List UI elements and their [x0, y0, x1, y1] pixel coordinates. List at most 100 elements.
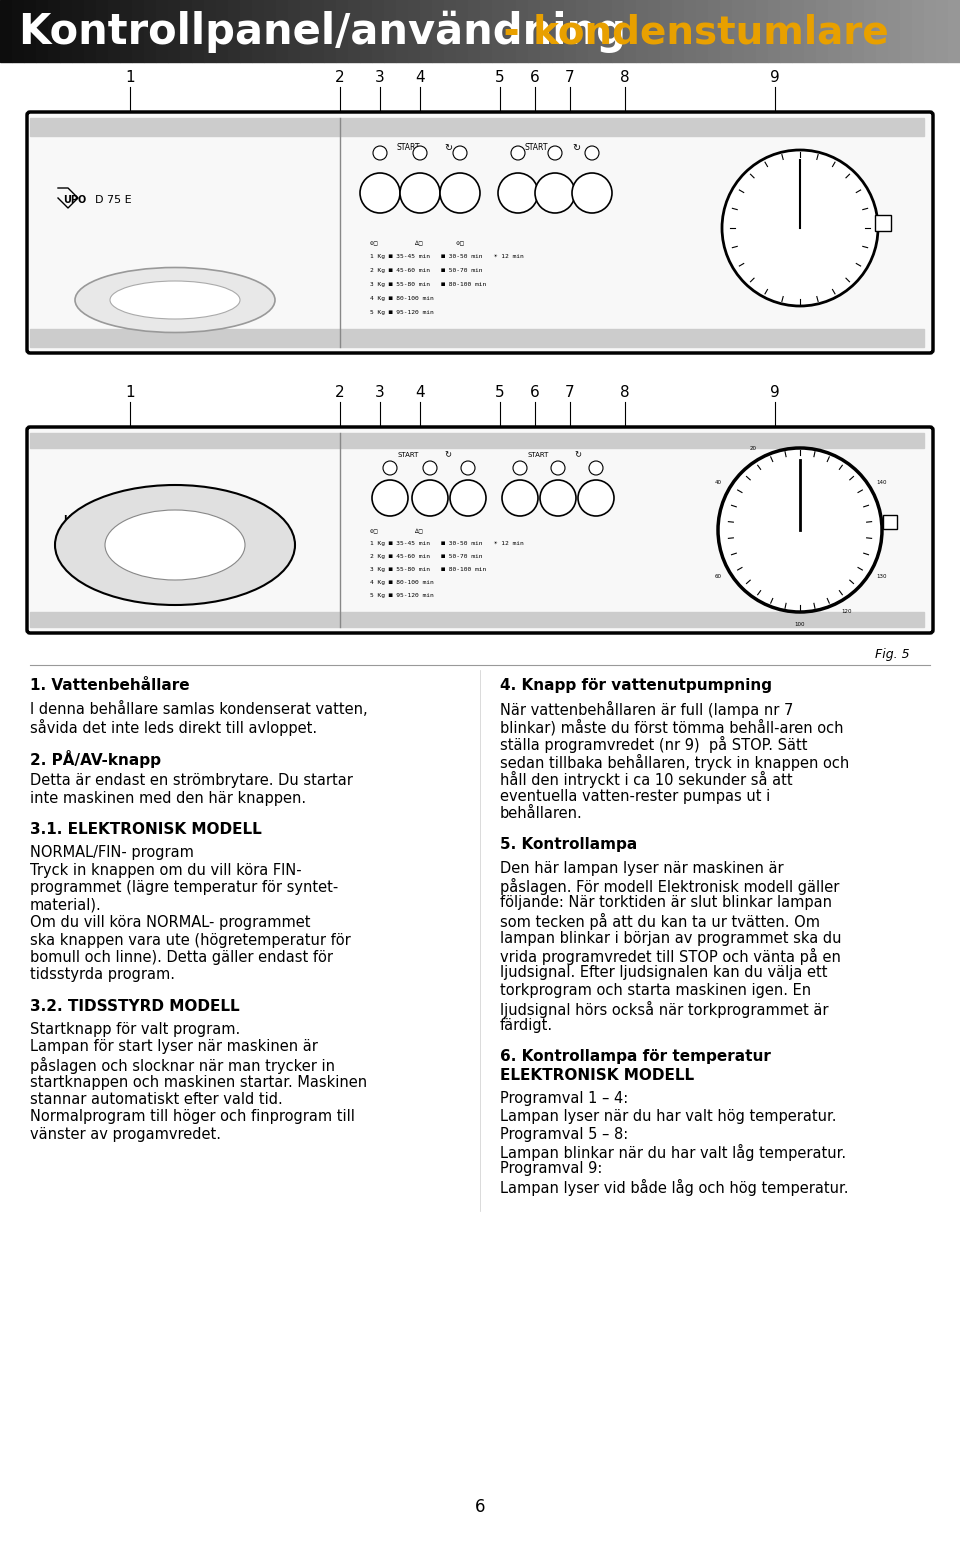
- Text: behållaren.: behållaren.: [500, 806, 583, 821]
- Circle shape: [535, 173, 575, 213]
- Text: Programval 1 – 4:: Programval 1 – 4:: [500, 1092, 628, 1106]
- Text: 3 Kg ■ 55-80 min   ■ 80-100 min: 3 Kg ■ 55-80 min ■ 80-100 min: [370, 568, 487, 572]
- Text: 4: 4: [415, 70, 425, 85]
- Circle shape: [551, 461, 565, 475]
- Bar: [384, 0, 396, 62]
- Circle shape: [412, 480, 448, 517]
- Bar: [96, 0, 108, 62]
- Text: 5 Kg ■ 95-120 min: 5 Kg ■ 95-120 min: [370, 593, 434, 599]
- Bar: [516, 0, 528, 62]
- Text: ↻: ↻: [444, 450, 451, 459]
- Text: 5: 5: [495, 70, 505, 85]
- Circle shape: [360, 173, 400, 213]
- Bar: [396, 0, 408, 62]
- Circle shape: [372, 480, 408, 517]
- Circle shape: [461, 461, 475, 475]
- Bar: [168, 0, 180, 62]
- Bar: [432, 0, 444, 62]
- Bar: [696, 0, 708, 62]
- Text: ska knappen vara ute (högretemperatur för: ska knappen vara ute (högretemperatur fö…: [30, 933, 350, 947]
- Bar: [600, 0, 612, 62]
- Bar: [30, 118, 924, 136]
- Text: I denna behållare samlas kondenserat vatten,: I denna behållare samlas kondenserat vat…: [30, 701, 368, 716]
- Text: blinkar) måste du först tömma behåll-aren och: blinkar) måste du först tömma behåll-are…: [500, 718, 844, 735]
- Text: ställa programvredet (nr 9)  på STOP. Sätt: ställa programvredet (nr 9) på STOP. Sät…: [500, 736, 807, 753]
- Bar: [588, 0, 600, 62]
- Text: Programval 5 – 8:: Programval 5 – 8:: [500, 1126, 628, 1142]
- Text: som tecken på att du kan ta ur tvätten. Om: som tecken på att du kan ta ur tvätten. …: [500, 913, 820, 930]
- Text: 8: 8: [620, 70, 630, 85]
- Bar: [360, 0, 372, 62]
- Bar: [324, 0, 336, 62]
- Text: 20: 20: [750, 446, 756, 452]
- Text: 1 Kg ■ 35-45 min   ■ 30-50 min   ☀ 12 min: 1 Kg ■ 35-45 min ■ 30-50 min ☀ 12 min: [370, 254, 524, 258]
- Text: Tryck in knappen om du vill köra FIN-: Tryck in knappen om du vill köra FIN-: [30, 863, 301, 877]
- Bar: [264, 0, 276, 62]
- Bar: [192, 0, 204, 62]
- Bar: [30, 613, 924, 627]
- Text: NORMAL/FIN- program: NORMAL/FIN- program: [30, 845, 194, 860]
- Text: ↻: ↻: [574, 450, 582, 459]
- Circle shape: [440, 173, 480, 213]
- Bar: [336, 0, 348, 62]
- Bar: [540, 0, 552, 62]
- FancyBboxPatch shape: [27, 111, 933, 353]
- Circle shape: [722, 150, 878, 306]
- Text: påslagen. För modell Elektronisk modell gäller: påslagen. För modell Elektronisk modell …: [500, 879, 839, 896]
- Bar: [120, 0, 132, 62]
- Bar: [924, 0, 936, 62]
- Bar: [792, 0, 804, 62]
- Text: inte maskinen med den här knappen.: inte maskinen med den här knappen.: [30, 791, 306, 806]
- Circle shape: [540, 480, 576, 517]
- Bar: [720, 0, 732, 62]
- Text: 6: 6: [530, 70, 540, 85]
- Circle shape: [585, 145, 599, 159]
- Bar: [852, 0, 864, 62]
- Bar: [732, 0, 744, 62]
- Bar: [660, 0, 672, 62]
- Text: D 75 E: D 75 E: [95, 195, 132, 206]
- Ellipse shape: [55, 486, 295, 605]
- Text: 9: 9: [770, 70, 780, 85]
- Bar: [276, 0, 288, 62]
- Bar: [528, 0, 540, 62]
- Circle shape: [548, 145, 562, 159]
- Bar: [0, 0, 12, 62]
- Text: 9: 9: [770, 385, 780, 401]
- Bar: [288, 0, 300, 62]
- Bar: [780, 0, 792, 62]
- Text: D 70: D 70: [95, 515, 121, 524]
- Text: 2. PÅ/AV-knapp: 2. PÅ/AV-knapp: [30, 750, 161, 767]
- Text: ELEKTRONISK MODELL: ELEKTRONISK MODELL: [500, 1069, 694, 1083]
- Circle shape: [502, 480, 538, 517]
- Text: sedan tillbaka behållaren, tryck in knappen och: sedan tillbaka behållaren, tryck in knap…: [500, 753, 850, 770]
- Bar: [420, 0, 432, 62]
- Text: 3: 3: [375, 70, 385, 85]
- Bar: [864, 0, 876, 62]
- Bar: [768, 0, 780, 62]
- Bar: [828, 0, 840, 62]
- Text: Om du vill köra NORMAL- programmet: Om du vill köra NORMAL- programmet: [30, 914, 310, 930]
- Bar: [648, 0, 660, 62]
- Text: Lampan lyser vid både låg och hög temperatur.: Lampan lyser vid både låg och hög temper…: [500, 1179, 849, 1196]
- Text: 4 Kg ■ 80-100 min: 4 Kg ■ 80-100 min: [370, 580, 434, 585]
- Text: 5: 5: [495, 385, 505, 401]
- Bar: [216, 0, 228, 62]
- Circle shape: [423, 461, 437, 475]
- Circle shape: [383, 461, 397, 475]
- Bar: [60, 0, 72, 62]
- Text: 7: 7: [565, 385, 575, 401]
- Bar: [804, 0, 816, 62]
- Text: ⊙□          ∆□: ⊙□ ∆□: [370, 528, 422, 534]
- Bar: [300, 0, 312, 62]
- Text: 100: 100: [795, 622, 805, 627]
- Bar: [888, 0, 900, 62]
- Bar: [636, 0, 648, 62]
- Bar: [72, 0, 84, 62]
- Bar: [840, 0, 852, 62]
- Text: såvida det inte leds direkt till avloppet.: såvida det inte leds direkt till avloppe…: [30, 718, 317, 735]
- Bar: [912, 0, 924, 62]
- Text: 6. Kontrollampa för temperatur: 6. Kontrollampa för temperatur: [500, 1049, 771, 1064]
- Text: Detta är endast en strömbrytare. Du startar: Detta är endast en strömbrytare. Du star…: [30, 774, 353, 787]
- Text: tidsstyrda program.: tidsstyrda program.: [30, 967, 175, 982]
